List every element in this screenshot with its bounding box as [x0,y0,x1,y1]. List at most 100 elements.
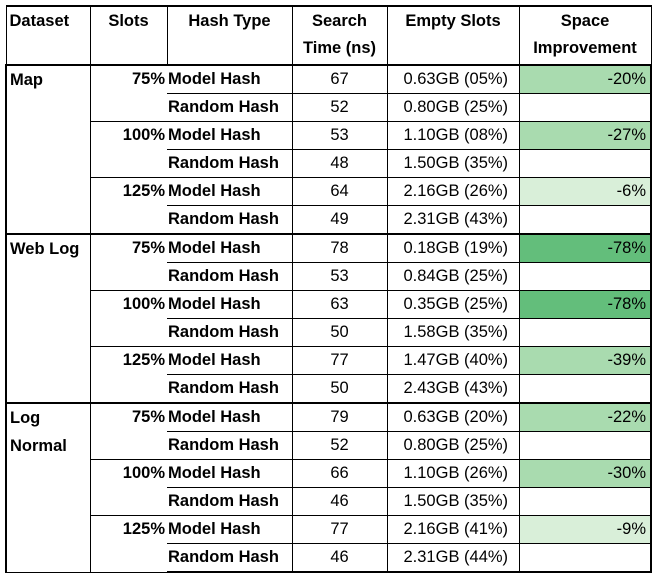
empty-slots-cell: 2.16GB (41%) [386,515,519,544]
hash-type-cell: Random Hash [167,149,292,178]
header-empty-slots: Empty Slots [386,5,520,66]
slots-cell: 100% [90,459,167,516]
space-improvement-cell [518,93,652,122]
search-time-cell: 78 [291,233,387,263]
hash-type-cell: Random Hash [167,374,292,404]
space-improvement-cell: -20% [518,64,652,94]
hash-type-cell: Model Hash [167,177,292,206]
hash-type-cell: Random Hash [167,543,292,573]
hash-type-cell: Random Hash [167,262,292,291]
empty-slots-cell: 2.31GB (43%) [386,205,519,235]
empty-slots-cell: 0.80GB (25%) [386,93,519,122]
hash-type-cell: Model Hash [167,402,292,432]
dataset-cell: Web Log [5,233,91,404]
space-improvement-cell: -9% [518,515,652,544]
table-row: Random Hash 50 2.43GB (43%) [6,374,652,404]
table-body: Map 75% Model Hash 67 0.63GB (05%) -20% Random… [5,64,652,573]
slots-cell: 125% [90,515,167,573]
slots-cell: 100% [90,290,167,347]
table-row: 125% Model Hash 77 2.16GB (41%) -9% [6,515,652,573]
empty-slots-cell: 2.43GB (43%) [386,374,519,404]
search-time-cell: 53 [291,121,387,150]
space-improvement-cell: -78% [518,290,652,319]
space-improvement-cell [518,262,652,291]
hash-type-cell: Model Hash [167,233,292,263]
empty-slots-cell: 1.10GB (08%) [386,121,519,150]
search-time-cell: 48 [291,149,387,178]
header-slots: Slots [89,5,168,66]
search-time-cell: 52 [291,431,387,460]
empty-slots-cell: 1.58GB (35%) [386,318,519,347]
empty-slots-cell: 0.63GB (05%) [386,64,519,94]
header-search-time: Search Time (ns) [291,5,388,66]
results-table: Dataset Slots Hash Type Search Time (ns)… [5,5,652,573]
empty-slots-cell: 0.35GB (25%) [386,290,519,319]
space-improvement-cell [518,374,652,404]
hash-type-cell: Random Hash [167,487,292,516]
search-time-cell: 77 [291,346,387,375]
search-time-cell: 63 [291,290,387,319]
hash-type-cell: Model Hash [167,346,292,375]
empty-slots-cell: 2.31GB (44%) [386,543,519,573]
slots-cell: 125% [90,177,167,235]
space-improvement-cell [518,205,652,235]
search-time-cell: 64 [291,177,387,206]
table-row: Random Hash 53 0.84GB (25%) [6,262,652,291]
empty-slots-cell: 0.84GB (25%) [386,262,519,291]
header-dataset: Dataset [5,5,91,66]
header-space-improvement: Space Improvement [518,5,652,66]
space-improvement-cell [518,318,652,347]
table-row: Random Hash 50 1.58GB (35%) [6,318,652,347]
search-time-cell: 50 [291,318,387,347]
empty-slots-cell: 2.16GB (26%) [386,177,519,206]
table-row: Web Log 75% Model Hash 78 0.18GB (19%) -78% [5,233,652,404]
search-time-cell: 52 [291,93,387,122]
hash-type-cell: Model Hash [167,64,292,94]
hash-type-cell: Model Hash [167,290,292,319]
search-time-cell: 46 [291,543,387,573]
space-improvement-cell: -27% [518,121,652,150]
slots-cell: 125% [90,346,167,404]
table-row: 125% Model Hash 77 1.47GB (40%) -39% [6,346,652,404]
hash-type-cell: Random Hash [167,318,292,347]
table-row: Random Hash 52 0.80GB (25%) [6,431,652,460]
space-improvement-cell [518,431,652,460]
hash-type-cell: Model Hash [167,459,292,488]
empty-slots-cell: 0.18GB (19%) [386,233,519,263]
search-time-cell: 67 [291,64,387,94]
table-row: Random Hash 52 0.80GB (25%) [6,93,652,122]
space-improvement-cell [518,543,652,573]
table-row: Random Hash 46 2.31GB (44%) [6,543,652,573]
space-improvement-cell: -6% [518,177,652,206]
empty-slots-cell: 1.47GB (40%) [386,346,519,375]
hash-type-cell: Model Hash [167,515,292,544]
hash-type-cell: Random Hash [167,431,292,460]
search-time-cell: 79 [291,402,387,432]
search-time-cell: 53 [291,262,387,291]
empty-slots-cell: 0.63GB (20%) [386,402,519,432]
header-hash-type: Hash Type [166,5,293,66]
hash-type-cell: Random Hash [167,93,292,122]
search-time-cell: 46 [291,487,387,516]
slots-cell: 100% [90,121,167,178]
table-row: Random Hash 48 1.50GB (35%) [6,149,652,178]
empty-slots-cell: 0.80GB (25%) [386,431,519,460]
search-time-cell: 50 [291,374,387,404]
empty-slots-cell: 1.10GB (26%) [386,459,519,488]
space-improvement-cell: -22% [518,402,652,432]
header-row: Dataset Slots Hash Type Search Time (ns)… [5,5,652,66]
table-row: Map 75% Model Hash 67 0.63GB (05%) -20% [5,64,652,235]
table-row: 125% Model Hash 64 2.16GB (26%) -6% [6,177,652,235]
empty-slots-cell: 1.50GB (35%) [386,149,519,178]
space-improvement-cell: -30% [518,459,652,488]
empty-slots-cell: 1.50GB (35%) [386,487,519,516]
table-row: Log Normal 75% Model Hash 79 0.63GB (20%) -22… [5,402,652,573]
table-row: Random Hash 49 2.31GB (43%) [6,205,652,235]
slots-cell: 75% [90,64,167,122]
hash-type-cell: Random Hash [167,205,292,235]
table-row: 100% Model Hash 53 1.10GB (08%) -27% [6,121,652,178]
space-improvement-cell [518,487,652,516]
space-improvement-cell: -78% [518,233,652,263]
dataset-cell: Map [5,64,91,235]
slots-cell: 75% [90,402,167,460]
